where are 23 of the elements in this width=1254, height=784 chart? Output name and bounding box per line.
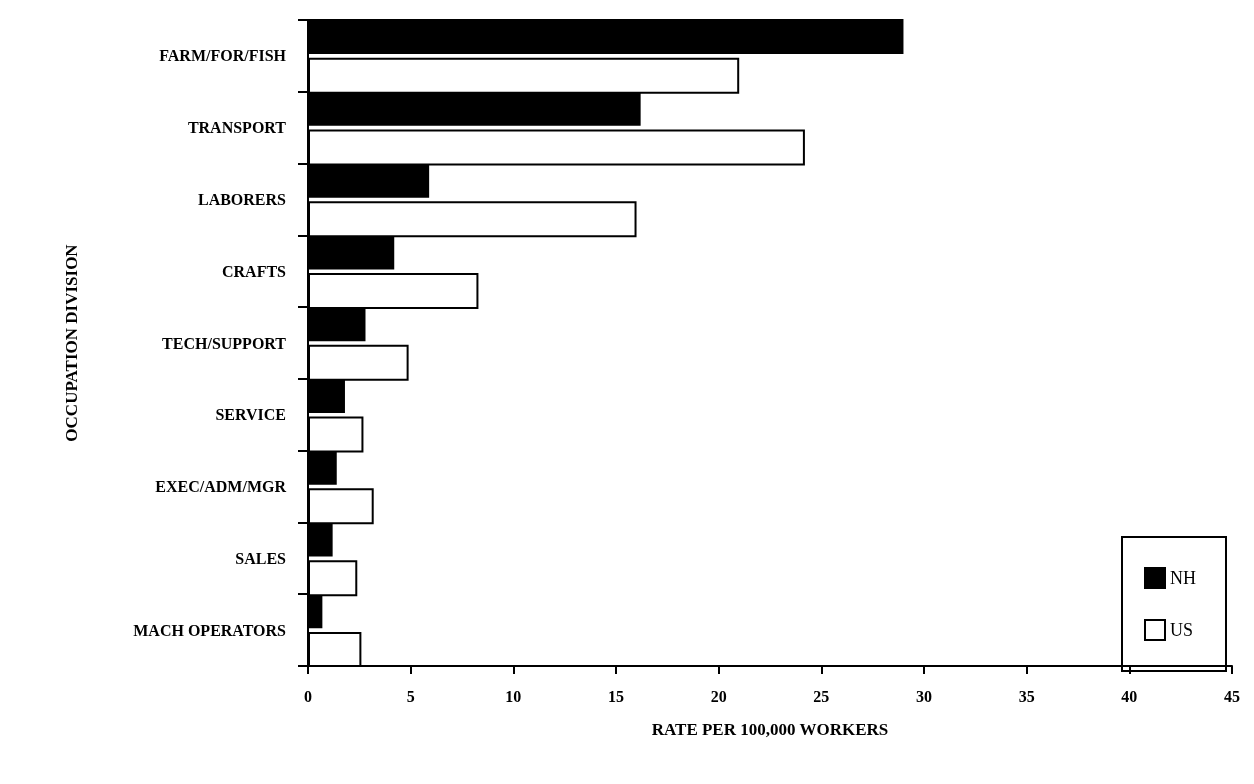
legend-label: NH [1170,568,1196,588]
x-tick-label: 10 [505,687,522,705]
y-tick-label: LABORERS [197,190,287,208]
x-tick-label: 20 [710,687,727,705]
y-tick-label: SERVICE [215,406,286,424]
x-tick-label: 25 [813,687,830,705]
y-tick-label: TRANSPORT [187,119,287,137]
y-tick-label: FARM/FOR/FISH [159,47,287,65]
x-tick-label: 0 [304,687,312,705]
y-tick-label: MACH OPERATORS [133,621,287,639]
x-tick-label: 35 [1018,687,1035,705]
y-tick-label: EXEC/ADM/MGR [155,478,287,496]
y-tick-label: SALES [235,549,287,567]
y-tick-label: CRAFTS [221,262,287,280]
legend-label: US [1170,620,1194,640]
x-tick-label: 30 [916,687,932,705]
x-tick-label: 5 [406,687,415,705]
x-tick-label: 15 [608,687,624,705]
x-axis-title: RATE PER 100,000 WORKERS [651,720,889,739]
x-tick-label: 40 [1121,687,1138,705]
y-tick-label: TECH/SUPPORT [162,334,287,352]
y-axis-title: OCCUPATION DIVISION [62,243,81,442]
x-tick-label: 45 [1224,687,1240,705]
